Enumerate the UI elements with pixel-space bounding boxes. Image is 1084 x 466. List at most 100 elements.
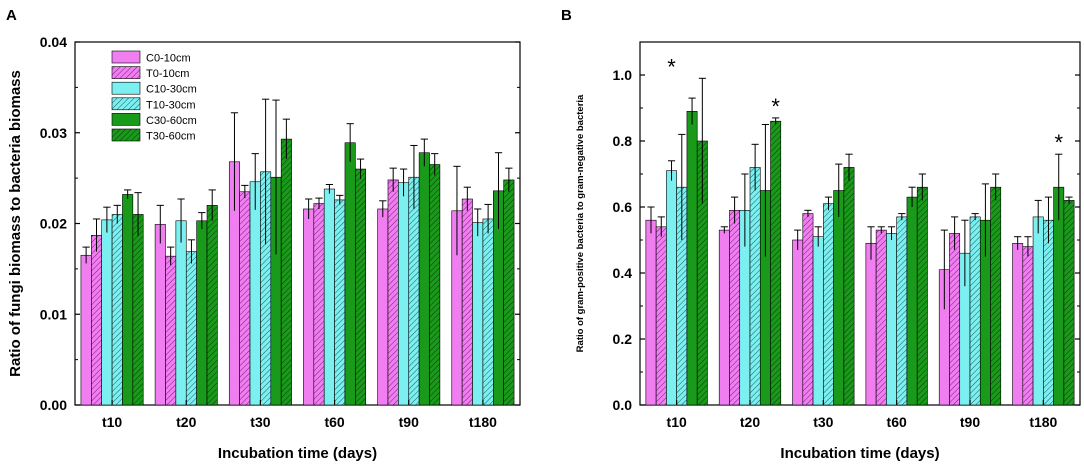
panelA-xlabel: Incubation time (days) xyxy=(218,445,377,462)
panelA-bar-C10-30cm-t10 xyxy=(101,219,113,406)
panelA-bar-T10-30cm-t60 xyxy=(334,199,346,406)
panel-a-letter: A xyxy=(6,7,17,24)
panelB-bar-T30-60cm-t60 xyxy=(916,186,928,406)
panelB-xtick-label-t20: t20 xyxy=(740,414,760,430)
panelA-xtick-label-t10: t10 xyxy=(102,414,122,430)
panelB-bar-C30-60cm-t60 xyxy=(906,196,918,406)
panelA-bar-T10-30cm-t90 xyxy=(408,176,420,406)
panelB-significance-t10: * xyxy=(667,54,676,79)
panelA-bar-C10-30cm-t20 xyxy=(175,220,187,406)
panelB-xlabel: Incubation time (days) xyxy=(780,445,939,462)
panelA-bar-T30-60cm-t30 xyxy=(280,138,292,406)
panelB-bar-T30-60cm-t90 xyxy=(990,186,1002,406)
panelB-bar-T30-60cm-t20 xyxy=(770,120,782,406)
legend-label-T0-10cm: T0-10cm xyxy=(146,68,189,80)
legend-label-C10-30cm: C10-30cm xyxy=(146,84,197,96)
panelB-bar-T10-30cm-t90 xyxy=(969,216,981,406)
legend-label-C30-60cm: C30-60cm xyxy=(146,115,197,127)
panelA-bar-T0-10cm-t90 xyxy=(387,179,399,406)
panelA-bar-C30-60cm-t90 xyxy=(418,152,430,406)
panelB-bar-C30-60cm-t10 xyxy=(686,111,698,406)
panelB-bar-C0-10cm-t30 xyxy=(792,239,804,406)
legend-swatch-C0-10cm xyxy=(111,50,141,64)
legend-label-C0-10cm: C0-10cm xyxy=(146,53,191,65)
panelB-ytick-label: 0.4 xyxy=(613,265,633,281)
panelB-xtick-label-t60: t60 xyxy=(887,414,907,430)
panelA-bar-C30-60cm-t20 xyxy=(196,220,208,406)
panelA-ytick-label: 0.01 xyxy=(40,306,67,322)
panelA-xtick-label-t180: t180 xyxy=(469,414,497,430)
panelB-xtick-label-t10: t10 xyxy=(667,414,687,430)
panelB-xtick-label-t90: t90 xyxy=(960,414,980,430)
panelA-xtick-label-t60: t60 xyxy=(324,414,344,430)
panelB-significance-t180: * xyxy=(1054,130,1063,155)
panelB-bar-C10-30cm-t180 xyxy=(1032,216,1044,406)
panelA-ytick-label: 0.00 xyxy=(40,397,67,413)
panelB-bar-C10-30cm-t30 xyxy=(812,236,824,406)
panelA-bar-C0-10cm-t20 xyxy=(154,224,166,406)
panelA-ylabel: Ratio of fungi biomass to bacteria bioma… xyxy=(7,70,24,377)
panelA-bar-T0-10cm-t20 xyxy=(165,255,177,406)
panel-b-letter: B xyxy=(561,7,572,24)
panelB-bar-T10-30cm-t60 xyxy=(896,216,908,406)
panel-a: A 0.00 0.01 0.02 0.03 0.04 t10 t20 t30 t60 t90 t18… xyxy=(6,7,521,462)
legend-swatch-C10-30cm xyxy=(111,81,141,95)
panelB-bar-C30-60cm-t30 xyxy=(833,190,845,406)
panelA-xtick-label-t20: t20 xyxy=(176,414,196,430)
panelB-bar-T0-10cm-t90 xyxy=(949,233,961,406)
panelA-bar-T10-30cm-t20 xyxy=(185,251,197,406)
panelA-bar-C10-30cm-t90 xyxy=(398,182,410,406)
panelB-bar-C0-10cm-t60 xyxy=(865,243,877,406)
panelB-ytick-label: 0.0 xyxy=(613,397,633,413)
legend-label-T30-60cm: T30-60cm xyxy=(146,131,196,143)
panelB-ytick-label: 0.2 xyxy=(613,331,633,347)
panelB-ylabel: Ratio of gram-positive bacteria to gram-… xyxy=(575,94,586,352)
panel-b: B 0.0 0.2 0.4 0.6 0.8 1.0 t10 t20 t30 t60 t90 t180 *… xyxy=(561,7,1081,462)
legend-swatch-T30-60cm xyxy=(111,128,141,142)
panelB-bar-C10-30cm-t10 xyxy=(666,170,677,406)
panelA-bar-T30-60cm-t10 xyxy=(132,214,144,406)
legend-swatch-C30-60cm xyxy=(111,113,141,126)
panelB-bar-T0-10cm-t10 xyxy=(655,226,667,406)
panelB-bar-C0-10cm-t180 xyxy=(1012,243,1024,406)
panelA-bar-C0-10cm-t90 xyxy=(377,208,389,406)
legend-label-T10-30cm: T10-30cm xyxy=(146,99,196,111)
panelB-bar-T30-60cm-t30 xyxy=(843,167,855,406)
panelB-bar-C0-10cm-t10 xyxy=(645,219,657,406)
panelA-bar-T0-10cm-t180 xyxy=(461,198,473,406)
panelB-xtick-label-t30: t30 xyxy=(813,414,833,430)
panelA-bar-T30-60cm-t60 xyxy=(355,168,367,406)
panelA-ytick-label: 0.04 xyxy=(40,34,67,50)
panelA-bar-T30-60cm-t90 xyxy=(429,164,441,406)
panelA-bar-T0-10cm-t10 xyxy=(91,234,102,406)
panelA-bar-C0-10cm-t10 xyxy=(80,254,92,406)
panelB-bar-T0-10cm-t180 xyxy=(1022,246,1034,406)
panelB-ytick-label: 0.8 xyxy=(613,133,633,149)
panelA-bar-T30-60cm-t20 xyxy=(206,205,218,406)
panelB-bar-T10-30cm-t20 xyxy=(749,167,761,406)
panelA-bar-C30-60cm-t60 xyxy=(344,142,356,406)
panelA-xtick-label-t30: t30 xyxy=(250,414,270,430)
panelB-xtick-label-t180: t180 xyxy=(1029,414,1057,430)
panelA-ytick-label: 0.02 xyxy=(40,216,67,232)
panelA-bar-T30-60cm-t180 xyxy=(503,179,515,406)
panelB-ytick-label: 0.6 xyxy=(613,199,633,215)
panelA-ytick-label: 0.03 xyxy=(40,125,67,141)
panelA-bar-C10-30cm-t30 xyxy=(249,181,261,406)
panelA-bar-T0-10cm-t30 xyxy=(239,191,251,406)
legend-swatch-T10-30cm xyxy=(111,97,141,111)
panelA-bar-T0-10cm-t60 xyxy=(313,203,325,406)
panelA-bar-C30-60cm-t10 xyxy=(122,194,134,406)
panelA-bar-T10-30cm-t180 xyxy=(482,218,494,406)
panelB-bar-T0-10cm-t60 xyxy=(875,229,887,406)
panelB-bar-C0-10cm-t20 xyxy=(718,229,730,406)
legend-swatch-T0-10cm xyxy=(111,66,141,79)
panelA-xtick-label-t90: t90 xyxy=(399,414,419,430)
panel-b-plot-frame xyxy=(639,41,1081,406)
panelA-bar-C10-30cm-t60 xyxy=(323,188,335,406)
panelB-bar-T10-30cm-t180 xyxy=(1043,219,1054,406)
panelB-bar-T10-30cm-t30 xyxy=(823,203,834,406)
panelB-significance-t20: * xyxy=(771,94,780,119)
panelB-ytick-label: 1.0 xyxy=(613,67,633,83)
